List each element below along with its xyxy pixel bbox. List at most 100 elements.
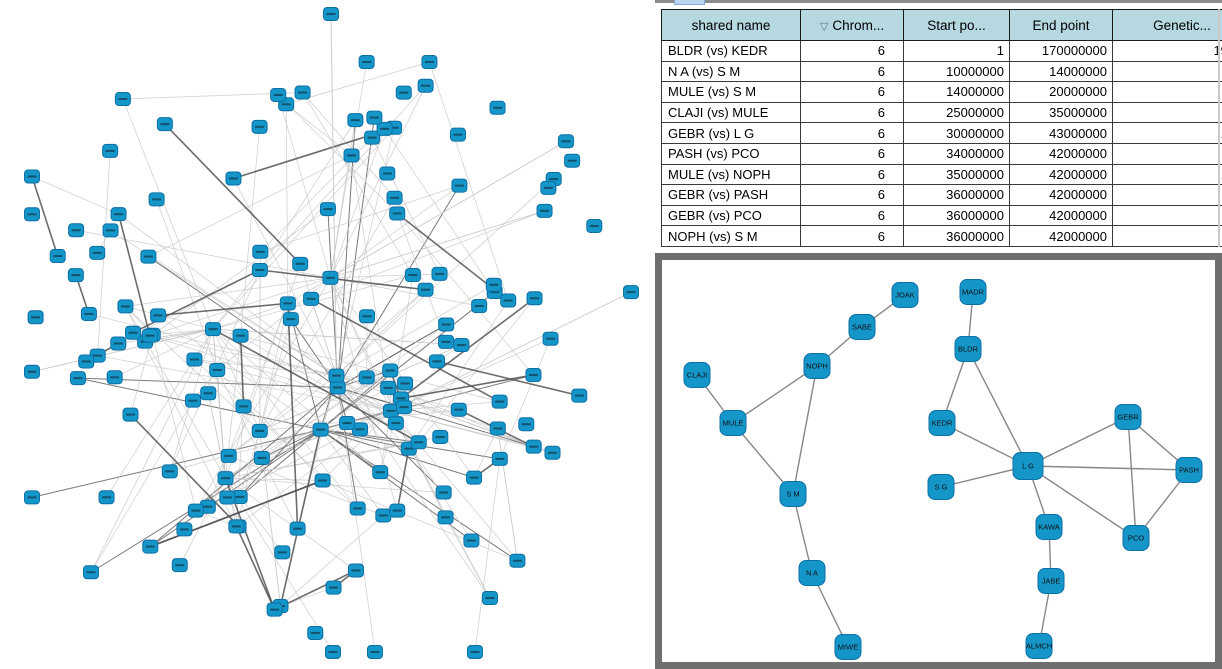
network-edge[interactable] [216,369,298,529]
network-edge[interactable] [474,458,501,653]
network-edge[interactable] [279,429,322,607]
network-edge[interactable] [90,328,214,573]
network-edge[interactable] [179,477,226,566]
table-row[interactable]: GEBR (vs) PASH636000000420000008.9 [661,184,1222,206]
network-edge[interactable] [152,334,197,511]
network-edge[interactable] [337,120,356,388]
network-node[interactable] [834,634,862,660]
network-edge[interactable] [310,210,545,300]
table-row[interactable]: N A (vs) S M610000000140000006.6 [661,60,1222,83]
network-edge[interactable] [132,269,261,334]
network-edge[interactable] [287,303,299,529]
network-edge[interactable] [330,13,337,376]
column-header-chrom-[interactable]: ▽ Chrom... [800,9,904,41]
network-edge[interactable] [149,335,392,412]
network-edge[interactable] [233,178,337,376]
network-edge[interactable] [216,369,323,481]
network-edge[interactable] [792,493,813,574]
network-edge[interactable] [259,303,289,431]
network-edge[interactable] [330,128,385,278]
network-edge[interactable] [1127,416,1137,539]
network-edge[interactable] [122,98,214,330]
network-edge[interactable] [31,176,59,257]
network-edge[interactable] [732,365,818,424]
network-edge[interactable] [337,324,447,388]
network-edge[interactable] [330,273,440,279]
network-node[interactable] [1114,404,1142,430]
network-edge[interactable] [1027,465,1137,539]
column-header-start-po-[interactable]: Start po... [903,9,1010,41]
network-node[interactable] [1175,457,1203,483]
network-edge[interactable] [260,185,460,253]
network-edge[interactable] [337,387,534,448]
network-edge[interactable] [310,298,337,376]
network-node[interactable] [1025,633,1053,659]
table-row[interactable]: CLAJI (vs) MULE625000000350000005.9 [661,101,1222,124]
network-edge[interactable] [239,335,245,407]
network-edge[interactable] [330,85,426,279]
network-edge[interactable] [400,398,498,429]
network-node[interactable] [798,560,826,586]
network-node[interactable] [1035,514,1063,540]
network-node[interactable] [959,279,987,305]
column-header-shared-name[interactable]: shared name [661,9,801,41]
table-scrollbar[interactable] [1218,9,1220,247]
network-node[interactable] [1037,568,1065,594]
network-node[interactable] [954,336,982,362]
network-edge[interactable] [302,92,395,199]
network-edge[interactable] [118,213,337,376]
network-edge[interactable] [240,126,260,336]
network-edge[interactable] [259,85,426,271]
column-header-end-point[interactable]: End point [1009,9,1113,41]
network-edge[interactable] [216,277,331,371]
network-edge[interactable] [31,429,321,498]
network-edge[interactable] [149,335,337,376]
network-edge[interactable] [336,375,410,449]
network-edge[interactable] [1027,416,1129,467]
network-edge[interactable] [148,155,352,257]
network-edge[interactable] [194,359,392,412]
network-edge[interactable] [164,123,301,265]
network-edge[interactable] [330,277,480,307]
network-edge[interactable] [158,302,288,317]
network-edge[interactable] [213,328,462,346]
network-edge[interactable] [259,269,426,291]
subnetwork-canvas[interactable]: JOAK MADR SABE BLDR NOPH CLAJI GEBR MULE KEDR L G… [662,260,1215,662]
network-edge[interactable] [396,448,410,511]
network-edge[interactable] [259,119,356,271]
network-edge[interactable] [90,400,194,573]
network-edge[interactable] [396,213,447,343]
network-edge[interactable] [436,360,580,397]
network-edge[interactable] [129,414,240,527]
network-edge[interactable] [149,387,339,547]
network-edge[interactable] [212,328,420,443]
network-edge[interactable] [390,410,518,561]
network-edge[interactable] [97,355,392,412]
network-node[interactable] [803,353,831,379]
network-edge[interactable] [239,387,339,498]
network-edge[interactable] [152,208,329,336]
network-edge[interactable] [336,284,494,376]
network-node[interactable] [848,314,876,340]
network-edge[interactable] [125,277,331,307]
table-row[interactable]: BLDR (vs) KEDR61170000000192.0 [661,40,1222,62]
network-edge[interactable] [337,387,392,412]
network-edge[interactable] [76,229,331,279]
table-row[interactable]: PASH (vs) PCO6340000004200000011.4 [661,142,1222,165]
network-edge[interactable] [497,428,518,561]
network-edge[interactable] [310,298,501,403]
network-edge[interactable] [320,429,381,473]
network-edge[interactable] [277,94,331,278]
network-edge[interactable] [236,406,244,527]
network-edge[interactable] [225,477,334,653]
network-edge[interactable] [277,94,398,214]
network-edge[interactable] [195,277,331,511]
main-network-canvas[interactable] [0,0,655,669]
network-edge[interactable] [400,374,534,400]
network-edge[interactable] [259,197,395,432]
network-edge[interactable] [148,256,392,412]
network-edge[interactable] [320,291,495,431]
network-edge[interactable] [371,137,440,275]
network-edge[interactable] [118,328,214,344]
network-edge[interactable] [322,410,392,481]
